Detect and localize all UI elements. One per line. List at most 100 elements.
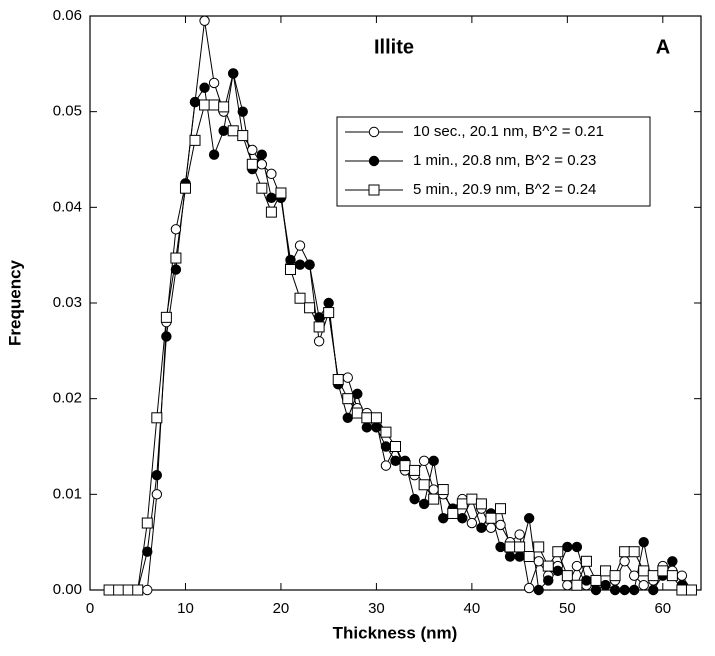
data-point: [533, 584, 544, 596]
x-tick-label: 60: [654, 600, 671, 617]
data-point: [189, 96, 201, 108]
data-point: [428, 484, 439, 495]
data-point: [438, 513, 449, 524]
data-point: [638, 536, 649, 548]
data-point: [495, 503, 507, 515]
data-point: [227, 125, 239, 137]
data-point: [113, 584, 125, 596]
data-point: [399, 460, 411, 472]
data-point: [141, 517, 153, 529]
data-point: [418, 479, 430, 491]
data-point: [638, 580, 649, 591]
data-point: [609, 584, 621, 596]
data-point: [380, 460, 392, 471]
legend-label: 10 sec., 20.1 nm, B^2 = 0.21: [413, 123, 604, 140]
data-point: [285, 254, 296, 266]
data-point: [179, 182, 191, 194]
x-tick-label: 20: [273, 600, 290, 617]
data-point: [533, 556, 544, 567]
data-point: [676, 584, 688, 596]
data-point: [352, 388, 363, 400]
data-point: [208, 77, 220, 89]
data-point: [142, 584, 153, 596]
data-point: [151, 489, 163, 500]
data-point: [380, 441, 392, 452]
data-point: [390, 441, 401, 452]
data-point: [160, 311, 172, 323]
x-axis-label: Thickness (nm): [333, 623, 458, 642]
data-point: [247, 144, 258, 156]
data-point: [581, 575, 592, 586]
legend-marker: [368, 155, 380, 167]
data-point: [600, 580, 611, 591]
data-point: [380, 426, 392, 438]
data-point: [409, 464, 421, 476]
data-point: [590, 584, 602, 596]
data-point: [151, 470, 163, 481]
data-point: [170, 264, 182, 275]
data-point: [504, 541, 516, 553]
data-point: [676, 570, 688, 581]
data-point: [256, 159, 268, 170]
data-point: [361, 412, 373, 424]
x-tick-label: 0: [86, 600, 94, 617]
data-point: [189, 134, 201, 146]
data-point: [485, 522, 497, 534]
legend-label: 5 min., 20.9 nm, B^2 = 0.24: [413, 181, 596, 198]
data-point: [361, 422, 373, 433]
data-point: [237, 106, 248, 117]
data-point: [199, 82, 210, 93]
data-point: [457, 513, 468, 524]
data-point: [514, 551, 525, 562]
y-tick-label: 0.01: [53, 485, 82, 502]
data-point: [571, 541, 583, 553]
data-point: [371, 422, 382, 433]
data-point: [342, 412, 353, 423]
data-point: [313, 321, 325, 333]
data-point: [562, 580, 573, 591]
y-tick-label: 0.06: [53, 7, 82, 24]
annotation: Illite: [374, 36, 414, 58]
data-point: [552, 546, 564, 558]
y-tick-label: 0.00: [53, 581, 82, 598]
data-point: [313, 312, 325, 323]
data-point: [418, 455, 430, 467]
data-point: [266, 192, 277, 203]
data-point: [619, 556, 630, 567]
data-point: [294, 259, 306, 270]
data-point: [390, 455, 401, 467]
data-point: [495, 541, 506, 553]
data-point: [218, 101, 230, 113]
data-point: [485, 512, 497, 524]
data-point: [648, 584, 659, 596]
x-tick-label: 30: [368, 600, 385, 617]
data-point: [447, 507, 459, 519]
y-tick-label: 0.03: [53, 294, 82, 311]
data-point: [428, 493, 440, 505]
data-point: [342, 372, 353, 383]
data-point: [265, 206, 277, 218]
data-point: [323, 297, 334, 309]
data-point: [256, 149, 268, 160]
data-point: [476, 522, 487, 534]
x-tick-label: 40: [464, 600, 481, 617]
data-point: [504, 551, 516, 562]
y-tick-label: 0.05: [53, 103, 82, 120]
data-point: [571, 560, 583, 572]
data-point: [284, 264, 296, 276]
data-point: [437, 484, 449, 496]
data-point: [208, 99, 220, 111]
legend-marker: [368, 184, 380, 196]
data-point: [561, 570, 573, 582]
data-point: [523, 513, 535, 524]
data-point: [590, 574, 602, 586]
data-point: [122, 584, 134, 596]
data-point: [409, 493, 420, 505]
data-point: [218, 125, 229, 137]
data-point: [628, 570, 640, 581]
data-point: [351, 407, 363, 419]
data-point: [657, 565, 669, 577]
data-point: [456, 498, 468, 510]
